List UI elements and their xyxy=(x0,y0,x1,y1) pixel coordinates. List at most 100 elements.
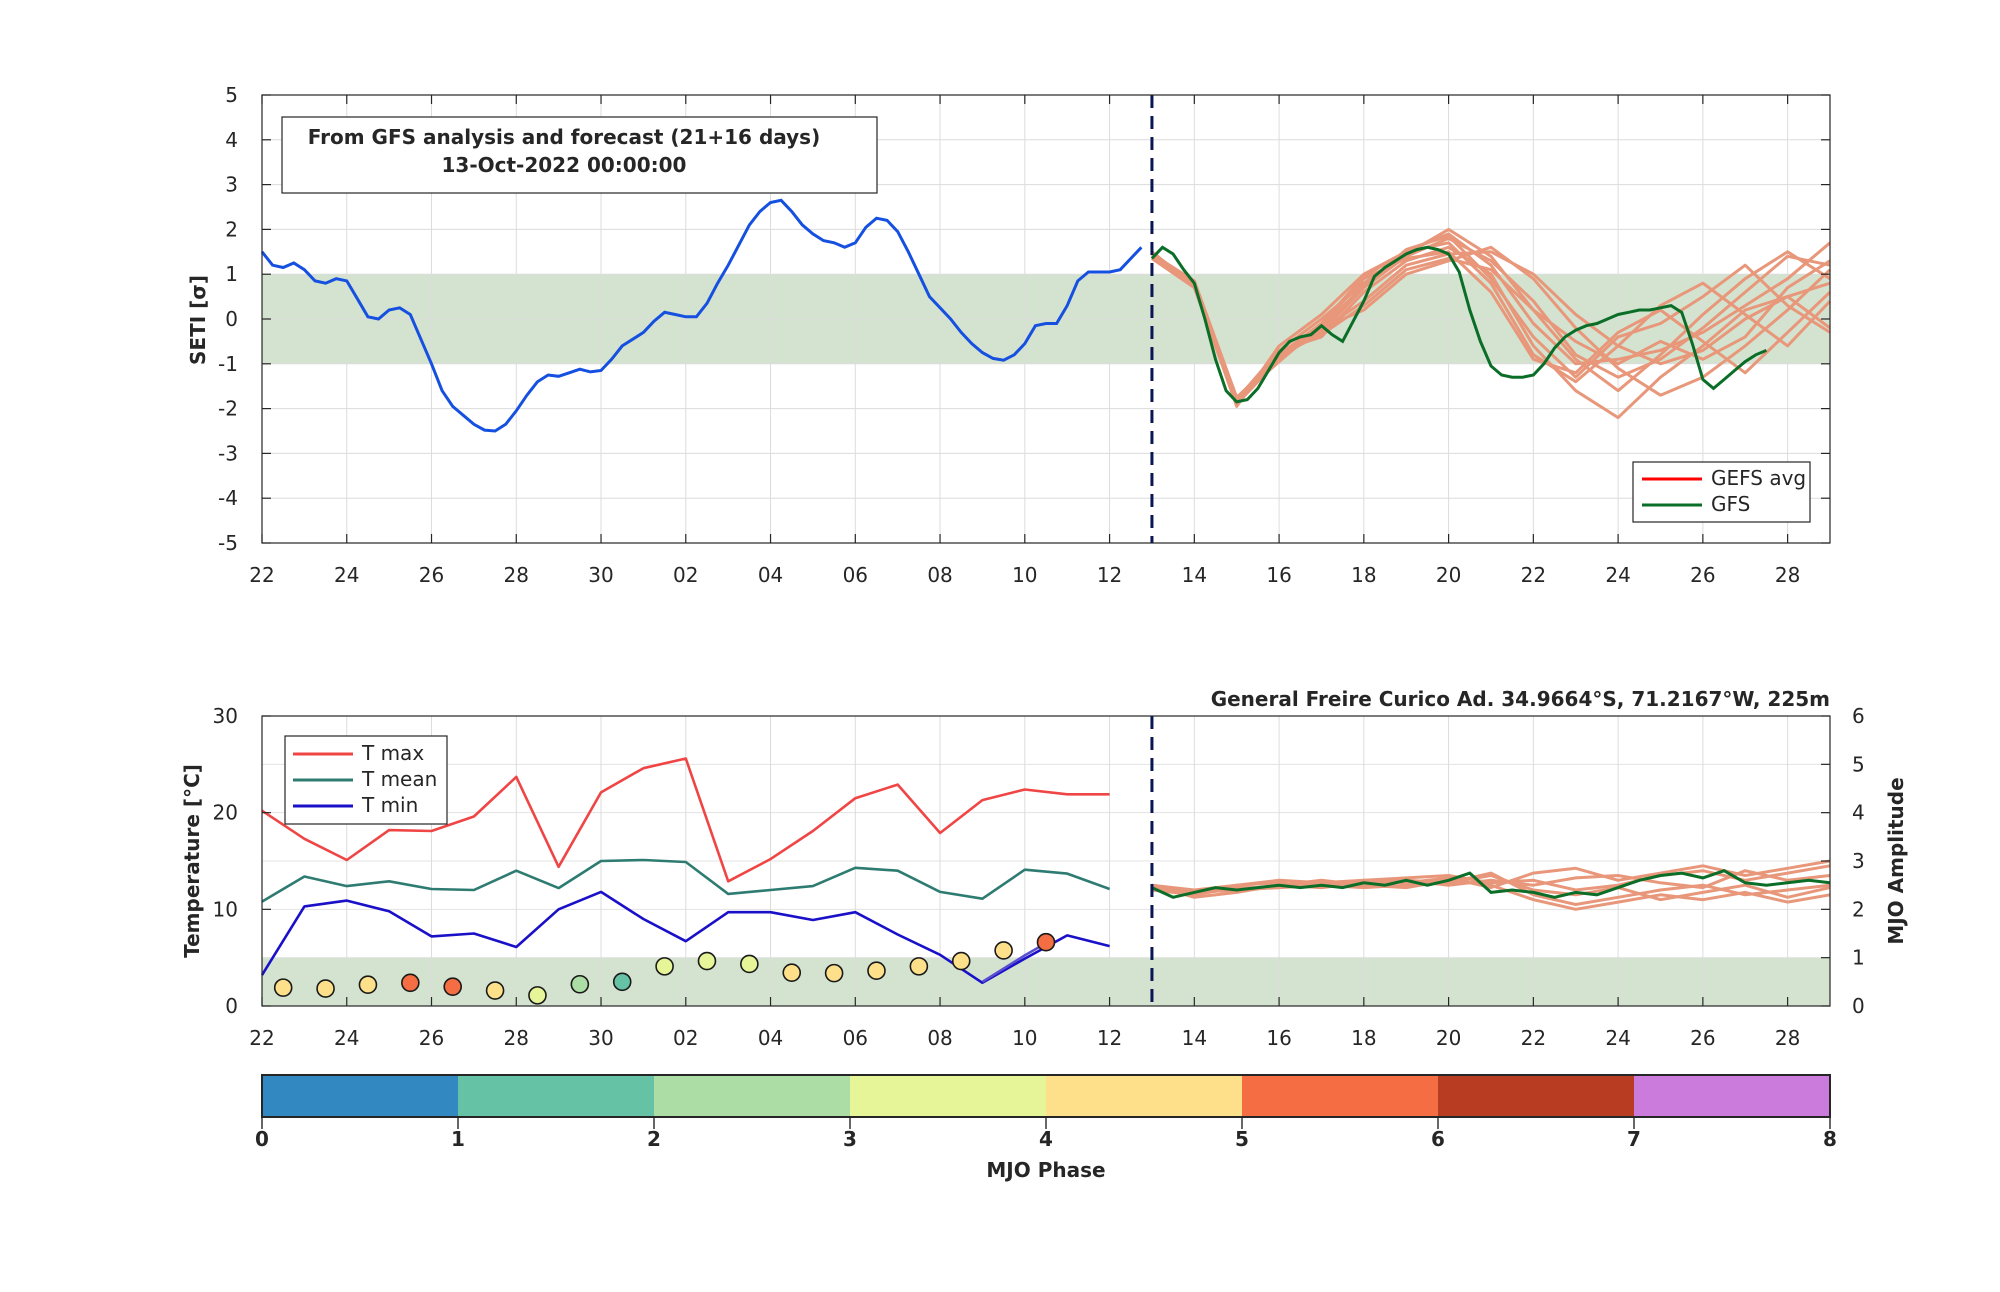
seti-xtick-label: 24 xyxy=(1605,563,1630,587)
colorbar-cell xyxy=(1046,1075,1243,1117)
colorbar-tick-label: 7 xyxy=(1627,1127,1641,1151)
legend-tmean-label: T mean xyxy=(361,767,437,791)
mjo-ytick-label: 1 xyxy=(1852,946,1865,970)
mjo-phase-point xyxy=(740,954,759,974)
mjo-phase-point xyxy=(1036,932,1056,952)
seti-xtick-label: 28 xyxy=(504,563,529,587)
mjo-phase-point xyxy=(951,951,971,971)
seti-xtick-label: 02 xyxy=(673,563,698,587)
temperature-xtick-label: 04 xyxy=(758,1026,783,1050)
mjo-phase-point xyxy=(824,963,844,983)
mjo-band xyxy=(262,957,1830,1006)
mjo-phase-point xyxy=(273,978,293,997)
temperature-xtick-label: 18 xyxy=(1351,1026,1376,1050)
temperature-xtick-label: 10 xyxy=(1012,1026,1037,1050)
seti-ensemble-line xyxy=(1151,234,1831,402)
mjo-ytick-label: 6 xyxy=(1852,704,1865,728)
mjo-phase-point xyxy=(782,963,802,982)
seti-xtick-label: 14 xyxy=(1182,563,1207,587)
seti-ytick-label: -3 xyxy=(218,441,238,465)
temperature-xtick-label: 30 xyxy=(588,1026,613,1050)
legend-gfs-label: GFS xyxy=(1711,492,1750,516)
mjo-phase-point xyxy=(697,951,717,971)
legend-gefs-avg-label: GEFS avg xyxy=(1711,466,1806,490)
colorbar-cell xyxy=(850,1075,1047,1117)
mjo-phase-point xyxy=(909,957,929,976)
seti-xtick-label: 28 xyxy=(1775,563,1800,587)
temperature-series-t-min xyxy=(260,890,1110,985)
mjo-phase-points xyxy=(273,932,1056,1005)
temperature-xtick-label: 08 xyxy=(927,1026,952,1050)
seti-xtick-label: 12 xyxy=(1097,563,1122,587)
seti-annotation-box: From GFS analysis and forecast (21+16 da… xyxy=(281,116,878,194)
mjo-ensemble-line xyxy=(1151,874,1831,902)
mjo-phase-point xyxy=(316,979,335,998)
legend-tmax-label: T max xyxy=(361,741,424,765)
colorbar-cell xyxy=(1242,1075,1439,1117)
seti-gfs-line xyxy=(1150,245,1767,404)
seti-xtick-label: 04 xyxy=(758,563,783,587)
mjo-phase-point xyxy=(485,981,505,1000)
seti-ytick-label: 1 xyxy=(225,262,238,286)
mjo-phase-point xyxy=(528,986,547,1005)
mjo-ensemble-line xyxy=(1151,859,1831,897)
seti-ensemble-lines xyxy=(1150,227,1832,420)
seti-xtick-label: 06 xyxy=(843,563,868,587)
temperature-title: General Freire Curico Ad. 34.9664°S, 71.… xyxy=(1211,687,1830,711)
mjo-phase-colorbar: 0 1 2 3 4 5 6 7 8 MJO Phase xyxy=(255,1074,1837,1182)
seti-xtick-label: 10 xyxy=(1012,563,1037,587)
seti-ytick-label: 0 xyxy=(225,307,238,331)
temperature-series-t-max xyxy=(261,757,1110,883)
colorbar-cell xyxy=(654,1075,851,1117)
mjo-gfs-line xyxy=(1151,869,1831,899)
temperature-ytick-label: 0 xyxy=(225,994,238,1018)
mjo-amplitude-ylabel: MJO Amplitude xyxy=(1884,777,1908,944)
colorbar-tick-label: 3 xyxy=(843,1127,857,1151)
temperature-xtick-label: 26 xyxy=(1690,1026,1715,1050)
seti-ytick-label: 2 xyxy=(225,217,238,241)
seti-analysis-line xyxy=(260,198,1143,433)
temperature-xtick-label: 12 xyxy=(1097,1026,1122,1050)
temperature-xtick-label: 16 xyxy=(1266,1026,1291,1050)
temperature-xtick-label: 26 xyxy=(419,1026,444,1050)
temperature-xtick-label: 28 xyxy=(1775,1026,1800,1050)
colorbar-tick-label: 1 xyxy=(451,1127,465,1151)
colorbar-label: MJO Phase xyxy=(986,1158,1105,1182)
seti-legend: GEFS avg GFS xyxy=(1632,461,1811,523)
colorbar-tick-label: 4 xyxy=(1039,1127,1053,1151)
mjo-phase-point xyxy=(994,941,1013,960)
colorbar-cell xyxy=(1634,1075,1831,1117)
temperature-ytick-label: 10 xyxy=(213,897,238,921)
mjo-phase-point xyxy=(867,961,886,981)
temperature-xtick-label: 22 xyxy=(1521,1026,1546,1050)
seti-xtick-label: 26 xyxy=(419,563,444,587)
temperature-ytick-label: 20 xyxy=(213,801,238,825)
seti-ytick-label: -4 xyxy=(218,486,238,510)
seti-ytick-label: -2 xyxy=(218,397,238,421)
colorbar-tick-label: 0 xyxy=(255,1127,269,1151)
temperature-xtick-label: 06 xyxy=(843,1026,868,1050)
seti-xtick-label: 18 xyxy=(1351,563,1376,587)
temperature-xtick-label: 24 xyxy=(334,1026,359,1050)
seti-annotation-line2: 13-Oct-2022 00:00:00 xyxy=(442,153,687,177)
temperature-ylabel: Temperature [°C] xyxy=(180,764,204,958)
colorbar-ticks: 0 1 2 3 4 5 6 7 8 xyxy=(255,1117,1837,1151)
seti-ytick-label: -1 xyxy=(218,352,238,376)
seti-ylabel: SETI [σ] xyxy=(186,275,210,365)
mjo-ytick-label: 4 xyxy=(1852,801,1865,825)
colorbar-cell xyxy=(262,1075,459,1117)
colorbar-cells xyxy=(262,1075,1831,1117)
seti-xtick-label: 22 xyxy=(1521,563,1546,587)
mjo-phase-point xyxy=(443,977,463,996)
colorbar-tick-label: 5 xyxy=(1235,1127,1249,1151)
legend-tmin-label: T min xyxy=(361,793,418,817)
mjo-phase-point xyxy=(401,973,420,993)
temperature-xtick-label: 20 xyxy=(1436,1026,1461,1050)
temperature-xtick-label: 02 xyxy=(673,1026,698,1050)
seti-xtick-label: 24 xyxy=(334,563,359,587)
